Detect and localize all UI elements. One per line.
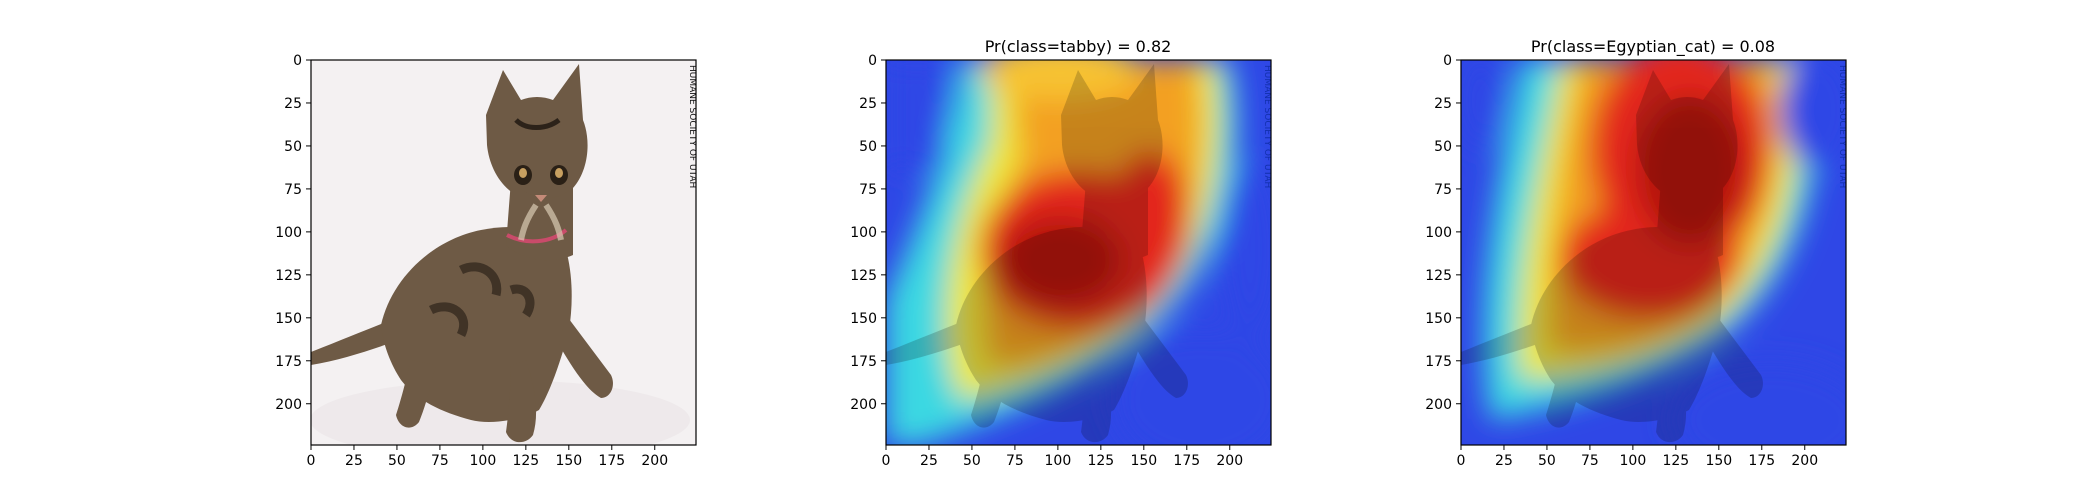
x-tick-label: 150: [1705, 453, 1732, 469]
axis-ticks: 0 0 25 25 50 50 75 75 100 100 125 125 150 150 175 175 20…: [275, 53, 668, 469]
y-tick-label: 150: [275, 311, 302, 327]
y-tick-label: 125: [1425, 268, 1452, 284]
axes-frame: [310, 59, 697, 446]
y-tick-label: 125: [275, 268, 302, 284]
x-tick-label: 75: [431, 453, 449, 469]
x-tick-label: 25: [920, 453, 938, 469]
x-tick-label: 125: [1662, 453, 1689, 469]
y-tick-label: 100: [850, 225, 877, 241]
panel-tabby-heatmap: Pr(class=tabby) = 0.82 HUMANE SOCIETY OF…: [850, 37, 1272, 469]
y-tick-label: 125: [850, 268, 877, 284]
y-tick-label: 200: [850, 397, 877, 413]
x-tick-label: 25: [345, 453, 363, 469]
y-tick-label: 0: [1443, 53, 1452, 69]
y-tick-label: 75: [284, 182, 302, 198]
axis-ticks: 0 0 25 25 50 50 75 75 100 100 125 125 150 150 175 175 20…: [1425, 53, 1818, 469]
x-tick-label: 150: [555, 453, 582, 469]
x-tick-label: 75: [1006, 453, 1024, 469]
y-tick-label: 100: [275, 225, 302, 241]
x-tick-label: 125: [1087, 453, 1114, 469]
y-tick-label: 50: [1434, 139, 1452, 155]
x-tick-label: 200: [1216, 453, 1243, 469]
x-tick-label: 50: [388, 453, 406, 469]
x-tick-label: 175: [598, 453, 625, 469]
y-tick-label: 50: [859, 139, 877, 155]
x-tick-label: 200: [1791, 453, 1818, 469]
watermark-overlay: HUMANE SOCIETY OF UTAH: [1837, 65, 1847, 188]
y-tick-label: 25: [1434, 96, 1452, 112]
y-tick-label: 75: [1434, 182, 1452, 198]
y-tick-label: 50: [284, 139, 302, 155]
x-tick-label: 175: [1173, 453, 1200, 469]
y-tick-label: 175: [1425, 354, 1452, 370]
axis-ticks: 0 0 25 25 50 50 75 75 100 100 125 125 150 150 175 175 20…: [850, 53, 1243, 469]
x-tick-label: 0: [1457, 453, 1466, 469]
y-tick-label: 175: [275, 354, 302, 370]
y-tick-label: 25: [284, 96, 302, 112]
y-tick-label: 175: [850, 354, 877, 370]
y-tick-label: 100: [1425, 225, 1452, 241]
x-tick-label: 0: [307, 453, 316, 469]
x-tick-label: 100: [470, 453, 497, 469]
x-tick-label: 25: [1495, 453, 1513, 469]
y-tick-label: 75: [859, 182, 877, 198]
x-tick-label: 75: [1581, 453, 1599, 469]
y-tick-label: 0: [293, 53, 302, 69]
axes-frame: [1460, 59, 1847, 446]
watermark-overlay: HUMANE SOCIETY OF UTAH: [1262, 65, 1272, 188]
y-tick-label: 25: [859, 96, 877, 112]
x-tick-label: 200: [641, 453, 668, 469]
x-tick-label: 125: [512, 453, 539, 469]
x-tick-label: 0: [882, 453, 891, 469]
panel-egyptian-cat-heatmap: Pr(class=Egyptian_cat) = 0.08 HUMANE SOC…: [1425, 37, 1847, 469]
x-tick-label: 100: [1045, 453, 1072, 469]
y-tick-label: 0: [868, 53, 877, 69]
x-tick-label: 50: [1538, 453, 1556, 469]
y-tick-label: 200: [1425, 397, 1452, 413]
chart-title: Pr(class=tabby) = 0.82: [985, 37, 1172, 56]
x-tick-label: 100: [1620, 453, 1647, 469]
axes-frame: [885, 59, 1272, 446]
panel-original: HUMANE SOCIETY OF UTAH 0 0 25 25 50 50 75 75 100…: [275, 53, 697, 469]
x-tick-label: 150: [1130, 453, 1157, 469]
y-tick-label: 200: [275, 397, 302, 413]
x-tick-label: 50: [963, 453, 981, 469]
y-tick-label: 150: [1425, 311, 1452, 327]
kitten-detail: [428, 117, 568, 338]
chart-title: Pr(class=Egyptian_cat) = 0.08: [1531, 37, 1775, 57]
y-tick-label: 150: [850, 311, 877, 327]
x-tick-label: 175: [1748, 453, 1775, 469]
watermark: HUMANE SOCIETY OF UTAH: [687, 65, 697, 188]
svg-text:HUMANE SOCIETY OF UTAH: HUMANE SOCIETY OF UTAH: [687, 65, 697, 188]
